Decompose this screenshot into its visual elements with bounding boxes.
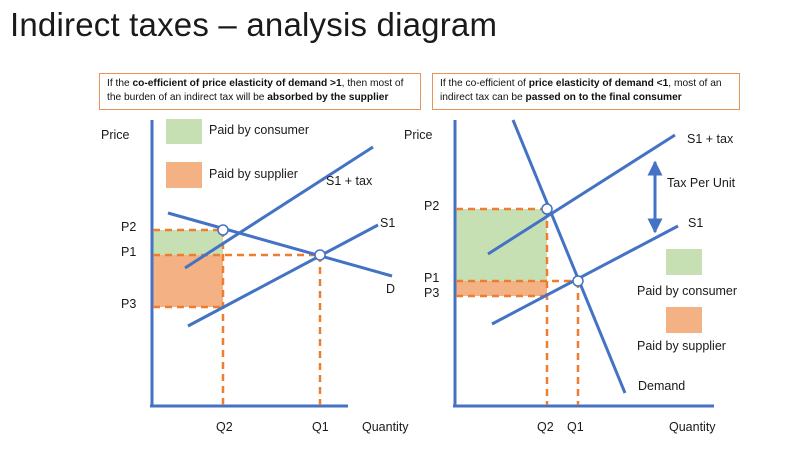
left-s1-tax-curve <box>184 145 374 270</box>
note-text: , most of an indirect tax can be <box>440 78 722 103</box>
legend-supplier-swatch <box>166 162 202 188</box>
right-s1-tax-label: S1 + tax <box>687 132 734 146</box>
right-p3-label: P3 <box>424 286 439 300</box>
left-p2-label: P2 <box>121 220 136 234</box>
page-title: Indirect taxes – analysis diagram <box>10 6 498 43</box>
right-new-equilibrium-point <box>541 203 553 215</box>
right-y-axis-label: Price <box>404 128 433 142</box>
left-demand-label: D <box>386 282 395 296</box>
tax-per-unit-label: Tax Per Unit <box>667 176 736 190</box>
note-bold-text: passed on to the final consumer <box>525 92 682 103</box>
right-demand-label: Demand <box>638 379 685 393</box>
left-new-equilibrium-point <box>217 224 229 236</box>
note-bold-text: absorbed by the supplier <box>267 92 389 103</box>
legend-supplier-swatch <box>666 307 702 333</box>
right-s1-label: S1 <box>688 216 703 230</box>
left-q2-label: Q2 <box>216 420 233 434</box>
left-p1-label: P1 <box>121 245 136 259</box>
legend-consumer-swatch <box>166 119 202 144</box>
left-diagram: Paid by consumer Paid by supplier Price … <box>101 119 409 434</box>
note-text: If the co-efficient of <box>440 78 529 89</box>
left-s1-label: S1 <box>380 216 395 230</box>
right-demand-curve <box>511 119 627 394</box>
right-diagram: Paid by consumer Paid by supplier Price … <box>404 119 737 434</box>
elastic-demand-note: If the co-efficient of price elasticity … <box>99 73 421 110</box>
right-s1-curve <box>491 224 679 326</box>
supplier-burden-area <box>153 255 223 307</box>
right-q1-label: Q1 <box>567 420 584 434</box>
left-s1-curve <box>187 223 379 328</box>
left-p3-label: P3 <box>121 297 136 311</box>
inelastic-demand-note: If the co-efficient of price elasticity … <box>432 73 740 110</box>
left-original-equilibrium-point <box>314 249 326 261</box>
legend-consumer-label: Paid by consumer <box>209 123 309 137</box>
supplier-burden-area <box>456 281 547 296</box>
note-text: , then most of the burden of an indirect… <box>107 78 404 103</box>
left-x-axis-label: Quantity <box>362 420 409 434</box>
left-y-axis-label: Price <box>101 128 130 142</box>
right-q2-label: Q2 <box>537 420 554 434</box>
note-text: If the <box>107 78 133 89</box>
right-original-equilibrium-point <box>572 275 584 287</box>
legend-consumer-label: Paid by consumer <box>637 284 737 298</box>
legend-supplier-label: Paid by supplier <box>637 339 726 353</box>
note-bold-text: price elasticity of demand <1 <box>528 78 669 89</box>
right-p1-label: P1 <box>424 271 439 285</box>
left-s1-tax-label: S1 + tax <box>326 174 373 188</box>
right-p2-label: P2 <box>424 199 439 213</box>
legend-supplier-label: Paid by supplier <box>209 167 298 181</box>
legend-consumer-swatch <box>666 249 702 275</box>
note-bold-text: co-efficient of price elasticity of dema… <box>132 78 342 89</box>
right-s1-tax-curve <box>487 133 676 256</box>
left-demand-curve <box>167 211 393 278</box>
left-q1-label: Q1 <box>312 420 329 434</box>
right-x-axis-label: Quantity <box>669 420 716 434</box>
